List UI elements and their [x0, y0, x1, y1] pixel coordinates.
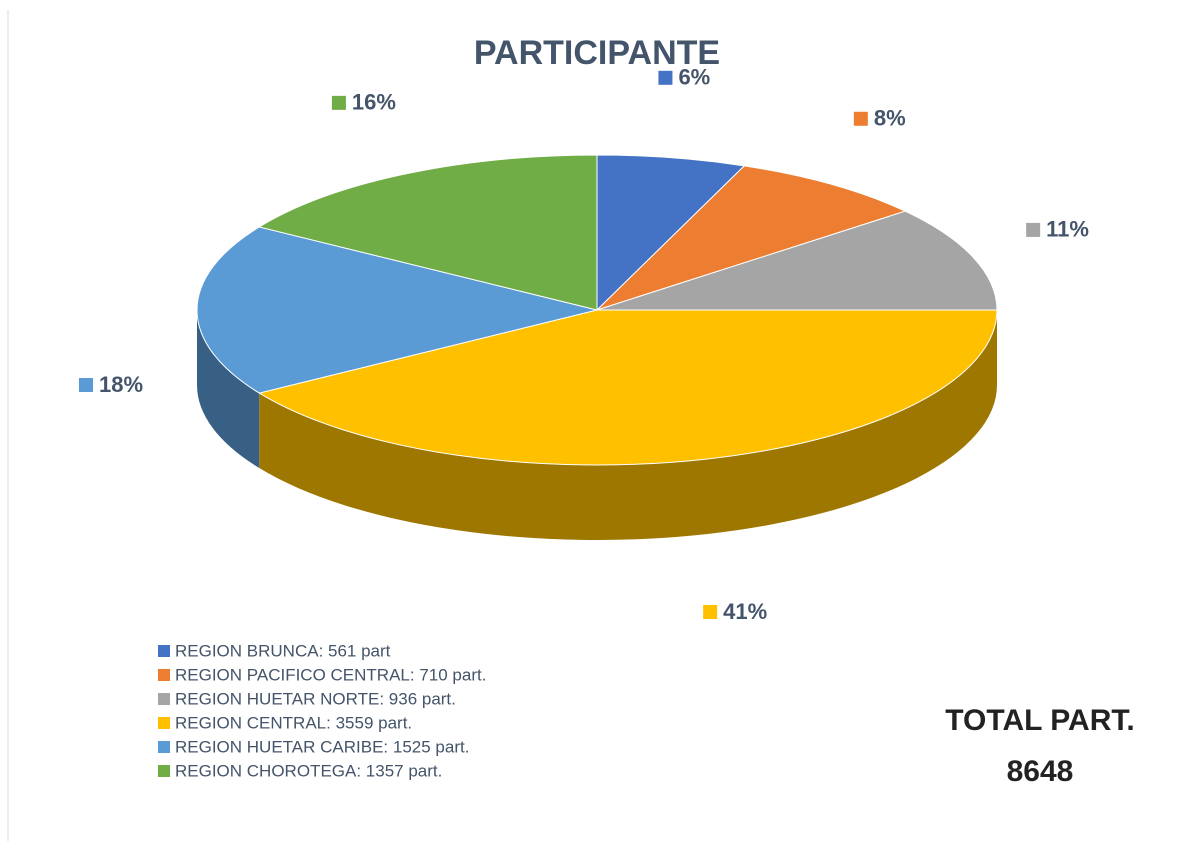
legend-label: REGION BRUNCA: 561 part: [175, 641, 391, 660]
label-swatch: [658, 70, 673, 85]
data-label: 41%: [723, 599, 767, 624]
data-label: 18%: [99, 372, 143, 397]
legend-swatch: [158, 693, 170, 705]
slice: [257, 309, 998, 466]
data-label: 16%: [352, 90, 396, 115]
legend-label: REGION HUETAR CARIBE: 1525 part.: [175, 737, 469, 756]
slice: [596, 210, 998, 311]
legend-swatch: [158, 717, 170, 729]
slice-side: [197, 310, 260, 469]
slice: [596, 165, 907, 311]
slice: [257, 154, 598, 311]
slice-side: [259, 310, 998, 540]
annotation: TOTAL PART.: [945, 704, 1134, 737]
legend-swatch: [158, 645, 170, 657]
data-label: 6%: [678, 65, 710, 90]
data-label: 11%: [1046, 217, 1089, 242]
annotation: 8648: [1007, 755, 1074, 788]
data-label: 8%: [874, 106, 906, 131]
slice: [596, 154, 746, 312]
legend-label: REGION CENTRAL: 3559 part.: [175, 713, 412, 732]
label-swatch: [853, 111, 868, 126]
legend-label: REGION CHOROTEGA: 1357 part.: [175, 761, 442, 780]
slice: [196, 226, 598, 394]
label-swatch: [1026, 222, 1041, 237]
legend-swatch: [158, 765, 170, 777]
chart-title: PARTICIPANTE: [474, 34, 720, 72]
legend-label: REGION HUETAR NORTE: 936 part.: [175, 689, 456, 708]
legend-swatch: [158, 741, 170, 753]
label-swatch: [79, 378, 93, 392]
label-swatch: [331, 95, 346, 110]
legend-label: REGION PACIFICO CENTRAL: 710 part.: [175, 665, 486, 684]
label-swatch: [703, 604, 718, 619]
legend-swatch: [158, 669, 170, 681]
